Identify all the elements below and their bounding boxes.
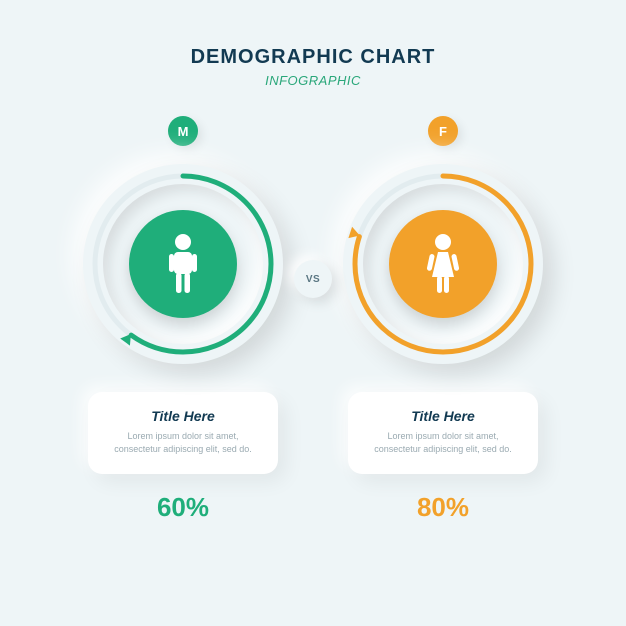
comparison-row: M Titl <box>0 116 626 523</box>
female-side: F Titl <box>313 116 573 523</box>
male-badge: M <box>168 116 198 146</box>
male-side: M Titl <box>53 116 313 523</box>
male-person-icon <box>158 233 208 295</box>
male-core <box>129 210 237 318</box>
female-card-body: Lorem ipsum dolor sit amet, consectetur … <box>366 430 520 456</box>
male-card-title: Title Here <box>106 408 260 424</box>
female-person-icon <box>418 233 468 295</box>
male-card-body: Lorem ipsum dolor sit amet, consectetur … <box>106 430 260 456</box>
female-percent: 80% <box>417 492 469 523</box>
header: DEMOGRAPHIC CHART INFOGRAPHIC <box>0 0 626 88</box>
female-core <box>389 210 497 318</box>
female-badge: F <box>428 116 458 146</box>
female-card: Title Here Lorem ipsum dolor sit amet, c… <box>348 392 538 474</box>
male-percent: 60% <box>157 492 209 523</box>
page-subtitle: INFOGRAPHIC <box>0 73 626 88</box>
female-ring-outer <box>343 164 543 364</box>
male-ring-outer <box>83 164 283 364</box>
male-ring-inset <box>103 184 263 344</box>
page-title: DEMOGRAPHIC CHART <box>0 46 626 69</box>
vs-badge: VS <box>294 260 332 298</box>
male-card: Title Here Lorem ipsum dolor sit amet, c… <box>88 392 278 474</box>
female-ring-inset <box>363 184 523 344</box>
female-card-title: Title Here <box>366 408 520 424</box>
